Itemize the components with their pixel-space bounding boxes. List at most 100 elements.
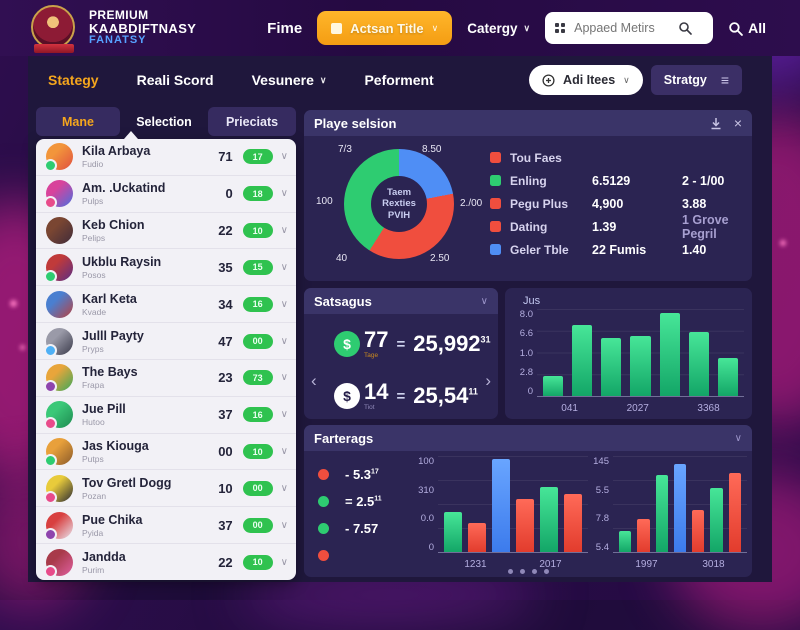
- player-name: Ukblu Raysin: [82, 254, 162, 269]
- player-name: Jas Kiouga: [82, 439, 149, 454]
- player-text: Karl Keta Kvade: [82, 292, 218, 317]
- tab-selection[interactable]: Selection: [126, 107, 202, 136]
- player-name: Jue Pill: [82, 402, 126, 417]
- search-box[interactable]: [545, 12, 714, 44]
- y-axis-label: 100: [418, 456, 434, 467]
- search-all-button[interactable]: All: [728, 20, 766, 36]
- plot-area: [537, 309, 744, 397]
- player-row[interactable]: Julll Payty Pryps 47 00 ∨: [36, 323, 296, 360]
- chevron-down-icon[interactable]: ∨: [280, 335, 288, 347]
- chevron-down-icon[interactable]: ∨: [280, 519, 288, 531]
- nav-item-peforment[interactable]: Peforment: [364, 72, 433, 88]
- x-axis-label: 2017: [539, 559, 562, 570]
- search-icon[interactable]: [678, 21, 692, 35]
- download-icon[interactable]: [710, 117, 722, 130]
- tab-mane[interactable]: Mane: [36, 107, 120, 136]
- bar: [688, 331, 709, 396]
- chevron-down-icon[interactable]: ∨: [280, 261, 288, 273]
- chevron-down-icon[interactable]: ∨: [480, 295, 488, 307]
- nav-item-vesunere[interactable]: Vesunere ∨: [252, 72, 327, 88]
- farterags-chart-right: 145 5.5 7.8 5.4 1997 3018: [587, 456, 747, 570]
- chevron-down-icon[interactable]: ∨: [280, 298, 288, 310]
- status-dot-icon: [44, 417, 57, 431]
- player-role: Kvade: [82, 306, 107, 317]
- tab-prieciats[interactable]: Prieciats: [208, 107, 296, 136]
- legend-row: Enling 6.5129 2 - 1/00: [490, 169, 746, 192]
- y-axis-label: 7.8: [595, 513, 609, 525]
- add-items-dropdown[interactable]: Adi Itees ∨: [529, 65, 643, 95]
- close-icon[interactable]: ×: [733, 115, 742, 131]
- tab-caret: [124, 131, 138, 139]
- player-avatar: [44, 548, 73, 578]
- status-dot-icon: [44, 343, 57, 357]
- player-row[interactable]: Am. .Uckatind Pulps 0 18 ∨: [36, 176, 296, 213]
- y-axis-label: 2.8: [519, 366, 533, 378]
- player-points: 37: [218, 407, 233, 423]
- chevron-down-icon: ∨: [523, 22, 531, 33]
- strategy-menu-button[interactable]: Stratgy ≡: [650, 65, 742, 95]
- player-text: Kila Arbaya Fudio: [82, 144, 218, 169]
- donut-center-label: Taem Rexties PVIH: [371, 176, 427, 232]
- bar: [492, 458, 510, 552]
- chevron-down-icon[interactable]: ∨: [280, 409, 288, 421]
- player-row[interactable]: The Bays Frapa 23 73 ∨: [36, 360, 296, 397]
- avatar-image: [46, 217, 73, 245]
- donut-center-line: Taem: [386, 186, 412, 198]
- player-row[interactable]: Karl Keta Kvade 34 16 ∨: [36, 286, 296, 324]
- x-axis: 1231 2017: [438, 553, 588, 570]
- nav-item-stategy[interactable]: Stategy: [48, 72, 99, 88]
- player-row[interactable]: Jas Kiouga Putps 00 10 ∨: [36, 434, 296, 471]
- category-dropdown[interactable]: Catergy ∨: [467, 21, 530, 36]
- category-label: Catergy: [467, 20, 518, 36]
- carousel-next-icon[interactable]: ›: [485, 371, 491, 390]
- player-role: Pozan: [82, 490, 107, 501]
- donut-center-line: PVIH: [387, 209, 411, 221]
- action-title-button[interactable]: Actsan Title ∨: [317, 11, 453, 45]
- chevron-down-icon[interactable]: ∨: [734, 432, 742, 444]
- pagination-dot[interactable]: [531, 569, 537, 574]
- legend-value: 4,900: [592, 196, 624, 211]
- player-text: Tov Gretl Dogg Pozan: [82, 476, 218, 501]
- player-row[interactable]: Kila Arbaya Fudio 71 17 ∨: [36, 139, 296, 176]
- pagination-dot[interactable]: [507, 569, 513, 574]
- chevron-down-icon[interactable]: ∨: [280, 225, 288, 237]
- player-row[interactable]: Pue Chika Pyida 37 00 ∨: [36, 507, 296, 545]
- legend-label: Tou Faes: [510, 150, 562, 165]
- chevron-down-icon[interactable]: ∨: [280, 556, 288, 568]
- chevron-down-icon[interactable]: ∨: [280, 446, 288, 458]
- legend-value-2: 1 Grove Pegril: [682, 212, 729, 241]
- nav-item-reali-scord[interactable]: Reali Scord: [137, 72, 214, 88]
- stat-amount: 25,5411: [413, 383, 478, 408]
- legend-value-2: 2 - 1/00: [682, 173, 725, 188]
- x-axis: 041 2027 3368: [537, 397, 744, 414]
- farterags-legend: - 5.317 = 2.511 - 7.57: [318, 461, 410, 569]
- chevron-down-icon[interactable]: ∨: [280, 188, 288, 200]
- bar: [564, 494, 582, 552]
- chevron-down-icon[interactable]: ∨: [280, 482, 288, 494]
- player-row[interactable]: Jandda Purim 22 10 ∨: [36, 544, 296, 580]
- hamburger-menu-icon: ≡: [720, 72, 729, 88]
- x-axis-label: 3368: [697, 403, 720, 414]
- plot-area: [613, 456, 747, 553]
- donut-center-line: Rexties: [382, 198, 416, 210]
- bar: [728, 473, 741, 552]
- player-row[interactable]: Ukblu Raysin Posos 35 15 ∨: [36, 249, 296, 287]
- search-icon: [729, 21, 743, 36]
- pagination-dot[interactable]: [519, 569, 525, 574]
- legend-row: Tou Faes: [490, 146, 746, 169]
- pagination-dot[interactable]: [543, 569, 549, 574]
- carousel-prev-icon[interactable]: ‹: [311, 371, 317, 390]
- y-axis-label: 0: [428, 541, 434, 553]
- farterags-legend-row: [318, 542, 410, 569]
- player-row[interactable]: Keb Chion Pelips 22 10 ∨: [36, 213, 296, 250]
- chevron-down-icon[interactable]: ∨: [280, 372, 288, 384]
- y-axis-label: 310: [418, 484, 434, 496]
- search-input[interactable]: [572, 20, 673, 36]
- y-axis: 8.0 6.6 1.0 2.8 0: [511, 309, 537, 414]
- jus-chart: 8.0 6.6 1.0 2.8 0 041 2027 3368: [511, 309, 744, 414]
- panel-header: Satsagus ∨: [304, 288, 498, 314]
- player-row[interactable]: Jue Pill Hutoo 37 16 ∨: [36, 397, 296, 434]
- logo-circle: [31, 5, 75, 49]
- player-row[interactable]: Tov Gretl Dogg Pozan 10 00 ∨: [36, 470, 296, 508]
- chevron-down-icon[interactable]: ∨: [280, 151, 288, 163]
